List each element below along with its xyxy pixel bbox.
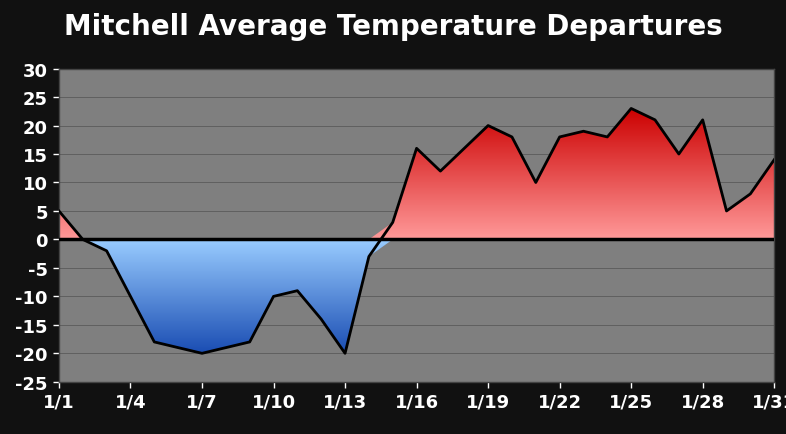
Text: Mitchell Average Temperature Departures: Mitchell Average Temperature Departures (64, 13, 722, 41)
